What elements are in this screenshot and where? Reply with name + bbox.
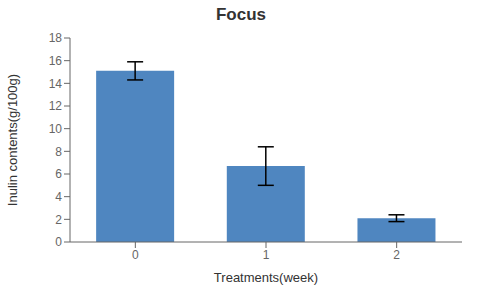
svg-text:8: 8 [55, 145, 62, 159]
svg-text:4: 4 [55, 190, 62, 204]
html-text:Focus: Focus [216, 5, 266, 24]
svg-text:0: 0 [55, 235, 62, 249]
svg-text:12: 12 [49, 99, 63, 113]
svg-text:2: 2 [393, 248, 400, 262]
svg-text:18: 18 [49, 31, 63, 45]
svg-text:0: 0 [132, 248, 139, 262]
svg-text:6: 6 [55, 167, 62, 181]
svg-text:1: 1 [263, 248, 270, 262]
svg-text:2: 2 [55, 213, 62, 227]
svg-text:Treatments(week): Treatments(week) [214, 270, 318, 285]
svg-text:16: 16 [49, 54, 63, 68]
svg-text:10: 10 [49, 122, 63, 136]
svg-text:Inulin contents(g/100g): Inulin contents(g/100g) [8, 74, 20, 206]
svg-text:14: 14 [49, 77, 63, 91]
